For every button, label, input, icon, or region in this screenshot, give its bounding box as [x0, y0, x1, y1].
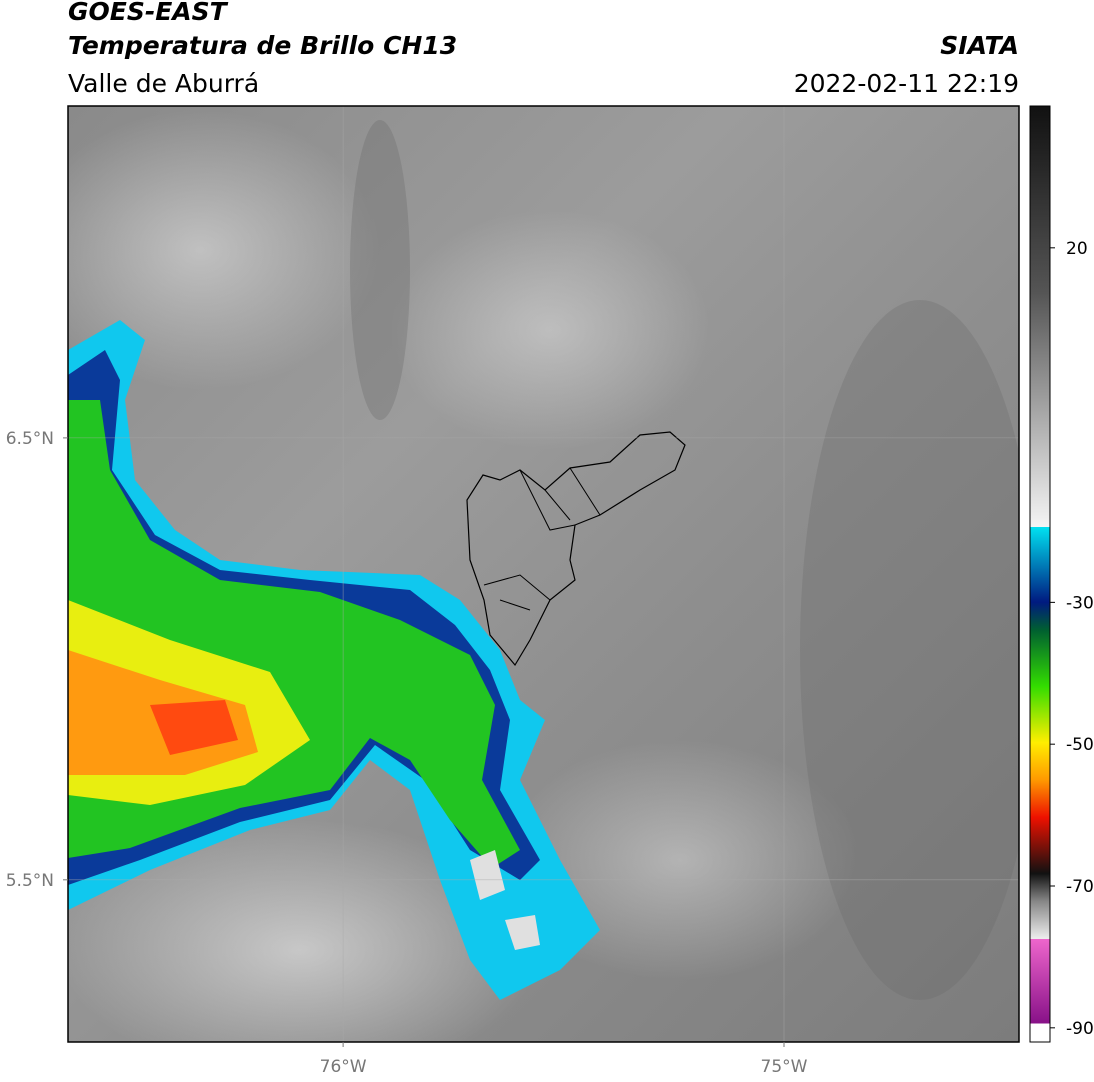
- map-image: [68, 106, 1019, 1042]
- colorbar-tick-label: -90: [1066, 1019, 1094, 1039]
- lat-tick-label: 6.5°N: [6, 429, 54, 449]
- source: SIATA: [940, 31, 1019, 60]
- map-frame: [67, 105, 1020, 1043]
- colorbar-tick-label: -30: [1066, 593, 1094, 613]
- grid: [68, 106, 1019, 1042]
- colorbar-tick-label: 20: [1066, 239, 1088, 259]
- colorbar-tick-label: -70: [1066, 877, 1094, 897]
- lon-tick-label: 76°W: [320, 1057, 367, 1077]
- colorbar: [1029, 105, 1051, 1043]
- colorbar-tick-label: -50: [1066, 735, 1094, 755]
- datetime: 2022-02-11 22:19: [794, 69, 1019, 98]
- region: Valle de Aburrá: [68, 69, 259, 98]
- labels: 76°W 75°W 6.5°N 5.5°N 20 -30 -50 -70 -90: [6, 239, 1094, 1077]
- lat-tick-label: 5.5°N: [6, 871, 54, 891]
- subtitle: Temperatura de Brillo CH13: [68, 31, 457, 60]
- title: GOES-EAST: [68, 0, 229, 26]
- lon-tick-label: 75°W: [761, 1057, 808, 1077]
